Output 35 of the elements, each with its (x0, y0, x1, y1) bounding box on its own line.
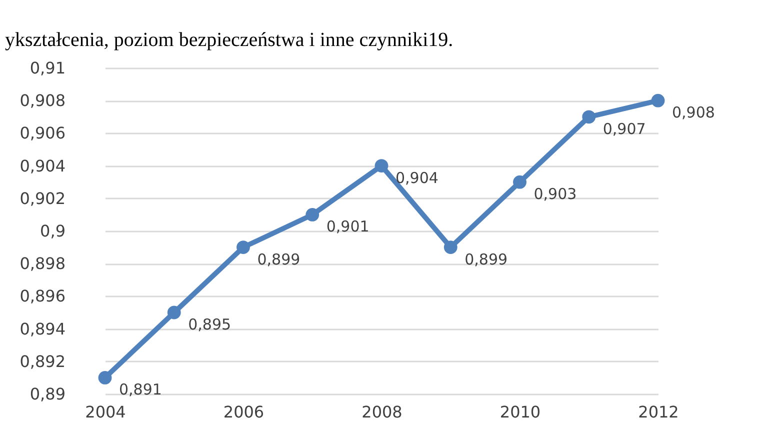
data-label: 0,891 (119, 380, 162, 399)
text: ykształcenia, poziom bezpieczeństwa i inne czynniki19. (5, 29, 454, 51)
y-tick-label: 0,896 (20, 286, 66, 306)
data-label: 0,907 (602, 120, 646, 138)
y-tick-label: 0,908 (20, 91, 66, 110)
data-label: 0,903 (534, 185, 577, 204)
y-tick-label: 0,904 (20, 156, 66, 176)
data-label: 0,899 (464, 250, 508, 268)
point (306, 208, 320, 222)
y-tick-label: 0,892 (20, 352, 66, 371)
y-tick-label: 0,89 (30, 384, 66, 404)
x-tick-label: 2012 (638, 402, 679, 422)
point (167, 306, 181, 320)
data-label: 0,901 (326, 218, 370, 236)
y-tick-label: 0,902 (20, 188, 66, 208)
data-label: 0,904 (396, 168, 438, 187)
point (513, 175, 526, 189)
point (374, 159, 388, 172)
data-label: 0,899 (257, 250, 300, 268)
point (444, 240, 458, 254)
y-tick-label: 0,906 (20, 124, 66, 143)
y-tick-label: 0,894 (20, 319, 66, 338)
data-label: 0,895 (188, 316, 232, 334)
data-label: 0,908 (672, 104, 715, 122)
y-tick-label: 0,91 (30, 58, 66, 78)
x-tick-label: 2004 (85, 402, 126, 422)
point (651, 94, 665, 108)
point (98, 371, 112, 384)
point (582, 110, 596, 124)
y-tick-label: 0,898 (20, 254, 66, 274)
x-tick-label: 2010 (500, 402, 541, 422)
y-tick-label: 0,9 (40, 222, 66, 240)
point (236, 240, 250, 254)
x-tick-label: 2008 (362, 402, 402, 422)
x-tick-label: 2006 (223, 402, 264, 422)
